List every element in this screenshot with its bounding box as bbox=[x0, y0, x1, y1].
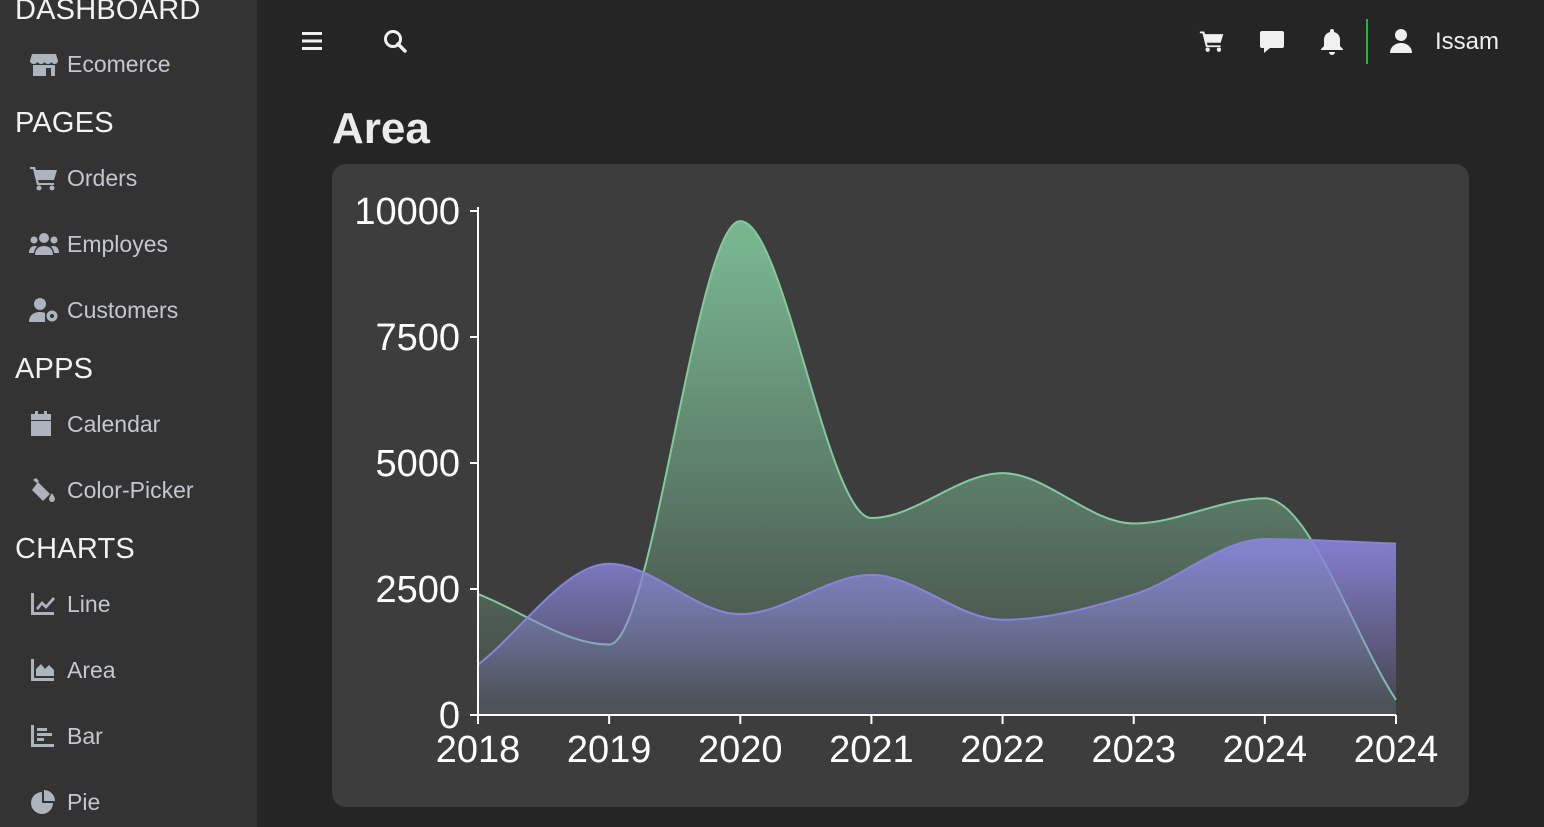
sidebar-item-ecomerce[interactable]: Ecomerce bbox=[29, 46, 171, 82]
x-tick-label: 2024 bbox=[1223, 729, 1308, 771]
search-button[interactable] bbox=[382, 28, 408, 54]
bar-chart-icon bbox=[31, 725, 54, 747]
series-1-area bbox=[478, 539, 1396, 715]
sidebar-item-label: Bar bbox=[67, 722, 103, 749]
x-tick-label: 2022 bbox=[960, 729, 1045, 771]
calendar-icon bbox=[31, 411, 51, 436]
sidebar-item-label: Ecomerce bbox=[67, 50, 171, 77]
section-title-apps: APPS bbox=[15, 353, 94, 385]
sidebar-item-label: Employes bbox=[67, 230, 168, 257]
sidebar-item-bar[interactable]: Bar bbox=[29, 718, 103, 754]
sidebar-item-label: Orders bbox=[67, 164, 138, 191]
chart-card: 0 2500 5000 7500 10000 2018 2019 2020 2021 2022 20… bbox=[332, 164, 1469, 807]
profile-button[interactable] bbox=[1389, 28, 1413, 54]
bell-icon bbox=[1321, 29, 1343, 55]
messages-button[interactable] bbox=[1259, 29, 1285, 55]
username[interactable]: Issam bbox=[1435, 28, 1500, 55]
y-tick-label: 0 bbox=[439, 695, 460, 737]
search-icon bbox=[384, 30, 407, 53]
x-tick-label: 2020 bbox=[698, 729, 783, 771]
sidebar-item-label: Line bbox=[67, 590, 111, 617]
section-title-pages: PAGES bbox=[15, 107, 114, 139]
sidebar-item-customers[interactable]: Customers bbox=[29, 292, 178, 328]
sidebar-item-area[interactable]: Area bbox=[29, 652, 116, 688]
sidebar-item-label: Color-Picker bbox=[67, 476, 194, 503]
page-title: Area bbox=[332, 104, 430, 153]
menu-button[interactable] bbox=[300, 29, 324, 53]
section-title-dashboard: DASHBOARD bbox=[15, 0, 201, 26]
area-chart-icon bbox=[31, 659, 54, 681]
sidebar-item-pie[interactable]: Pie bbox=[29, 784, 100, 820]
paint-bucket-icon bbox=[32, 478, 55, 502]
x-tick-label: 2019 bbox=[567, 729, 652, 771]
topbar-divider bbox=[1366, 19, 1368, 64]
y-tick-label: 5000 bbox=[375, 443, 460, 485]
sidebar-item-calendar[interactable]: Calendar bbox=[29, 406, 160, 442]
store-icon bbox=[30, 54, 58, 76]
sidebar-item-label: Customers bbox=[67, 296, 179, 323]
sidebar-item-color-picker[interactable]: Color-Picker bbox=[29, 472, 194, 508]
sidebar-item-label: Area bbox=[67, 656, 116, 683]
sidebar: DASHBOARD Ecomerce PAGES Orders Employes… bbox=[0, 0, 257, 827]
notifications-button[interactable] bbox=[1320, 28, 1344, 55]
sidebar-item-line[interactable]: Line bbox=[29, 586, 110, 622]
x-tick-label: 2024 bbox=[1354, 729, 1439, 771]
y-tick-label: 2500 bbox=[375, 569, 460, 611]
area-chart: 0 2500 5000 7500 10000 2018 2019 2020 2021 2022 20… bbox=[354, 191, 1439, 771]
y-tick-label: 7500 bbox=[375, 317, 460, 359]
x-tick-label: 2018 bbox=[436, 729, 521, 771]
section-title-charts: CHARTS bbox=[15, 533, 135, 565]
cart-icon bbox=[30, 167, 57, 191]
message-icon bbox=[1260, 31, 1284, 53]
x-tick-label: 2021 bbox=[829, 729, 914, 771]
series-1-line bbox=[477, 538, 1397, 666]
sidebar-item-label: Pie bbox=[67, 788, 101, 815]
users-icon bbox=[29, 233, 59, 255]
sidebar-item-orders[interactable]: Orders bbox=[29, 160, 137, 196]
cart-icon bbox=[1199, 31, 1224, 52]
line-chart-icon bbox=[31, 593, 55, 615]
y-tick-label: 10000 bbox=[354, 191, 460, 233]
user-icon bbox=[1390, 29, 1412, 53]
cart-button[interactable] bbox=[1199, 29, 1225, 53]
sidebar-item-label: Calendar bbox=[67, 410, 161, 437]
sidebar-item-employes[interactable]: Employes bbox=[29, 226, 168, 262]
menu-icon bbox=[302, 32, 322, 50]
user-gear-icon bbox=[29, 298, 58, 322]
x-tick-label: 2023 bbox=[1091, 729, 1176, 771]
pie-chart-icon bbox=[31, 790, 55, 814]
